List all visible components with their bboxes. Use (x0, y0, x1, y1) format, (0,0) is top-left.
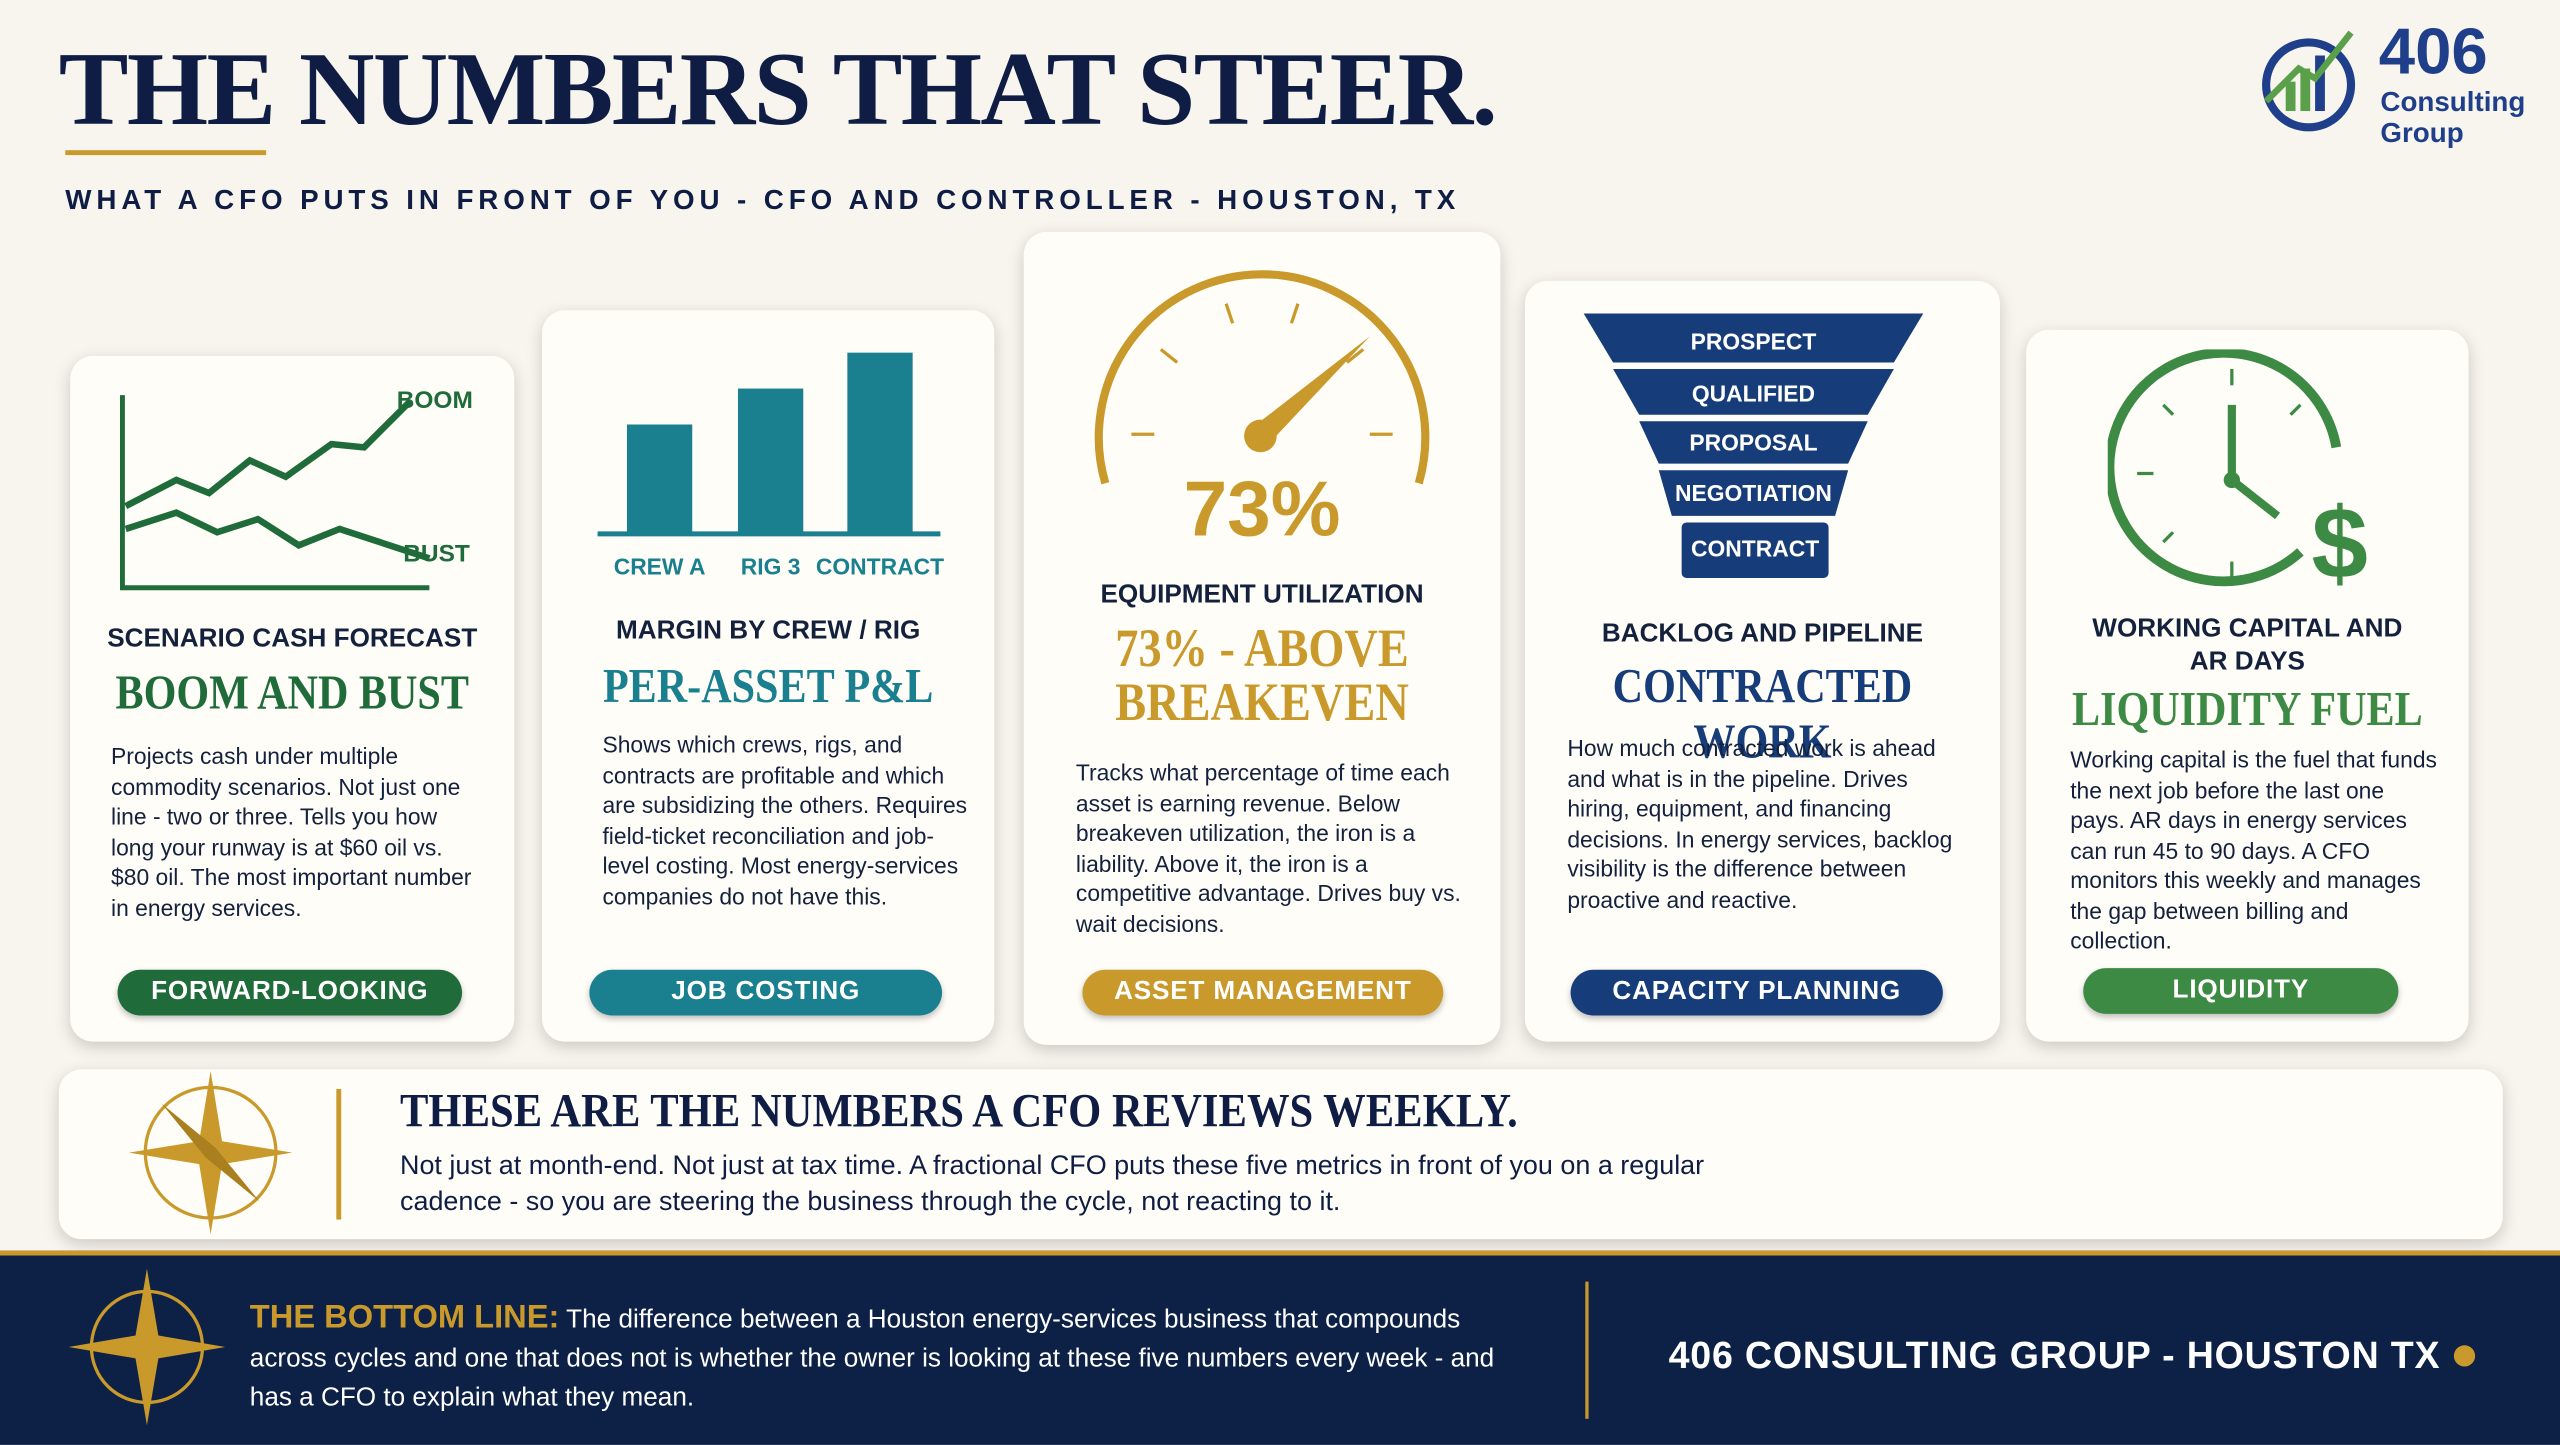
icon-label: BOOM (397, 387, 473, 414)
dollar-icon: $ (2311, 487, 2367, 594)
footer-label: THE BOTTOM LINE: (249, 1299, 560, 1336)
funnel-label: CONTRACT (1691, 536, 1819, 562)
card-category: BACKLOG AND PIPELINE (1601, 620, 1924, 649)
card-body: Shows which crews, rigs, and contracts a… (602, 731, 968, 909)
compass-icon (68, 1268, 226, 1426)
card: $ WORKING CAPITAL AND AR DAYS LIQUIDITY … (2026, 329, 2469, 1042)
card-headline: 73% - ABOVE BREAKEVEN (1115, 620, 1409, 734)
card-tag: CAPACITY PLANNING (1570, 969, 1943, 1016)
card-headline: CONTRACTED WORK (1612, 659, 1913, 769)
card-headline: PER-ASSET P&L (602, 659, 934, 714)
compass-icon (128, 1071, 293, 1235)
card-tag: LIQUIDITY (2083, 968, 2399, 1014)
footer-brand: 406 CONSULTING GROUP - HOUSTON TX (1668, 1333, 2441, 1377)
logo-suffix: Group (2380, 117, 2464, 149)
card: BOOM BUST SCENARIO CASH FORECAST BOOM AN… (70, 355, 515, 1042)
brand-dot (2453, 1345, 2476, 1367)
card-category: MARGIN BY CREW / RIG (616, 617, 921, 645)
title: THE NUMBERS THAT STEER. (58, 31, 1498, 147)
card-icon: CREW A RIG 3 CONTRACT (597, 352, 944, 580)
card-headline: LIQUIDITY FUEL (2071, 682, 2423, 737)
card: 73% EQUIPMENT UTILIZATION 73% - ABOVE BR… (1023, 231, 1501, 1045)
card-body: How much contracted work is ahead and wh… (1567, 734, 1953, 912)
callout-title: THESE ARE THE NUMBERS A CFO REVIEWS WEEK… (399, 1085, 1518, 1138)
card-category: EQUIPMENT UTILIZATION (1100, 581, 1424, 609)
card-icon: PROSPECT QUALIFIED PROPOSAL NEGOTIATION … (1583, 313, 1924, 578)
footer-text-block: THE BOTTOM LINE: The difference between … (250, 1298, 1540, 1419)
card-category: WORKING CAPITAL AND AR DAYS (2092, 615, 2403, 676)
card-icon: $ (2107, 349, 2368, 594)
card-tag: JOB COSTING (589, 969, 943, 1016)
icon-label: RIG 3 (741, 554, 801, 580)
funnel-label: PROSPECT (1691, 328, 1817, 354)
card: PROSPECT QUALIFIED PROPOSAL NEGOTIATION … (1524, 280, 2000, 1042)
icon-label: CONTRACT (816, 554, 944, 580)
card-body: Projects cash under multiple commodity s… (111, 742, 472, 920)
logo-name: Consulting (2380, 86, 2526, 118)
icon-label: BUST (403, 541, 470, 568)
logo-number: 406 (2378, 16, 2488, 89)
card-icon: BOOM BUST (119, 387, 473, 591)
card-tag: FORWARD-LOOKING (117, 969, 463, 1016)
footer: THE BOTTOM LINE: The difference between … (0, 1250, 2560, 1445)
card-body: Working capital is the fuel that funds t… (2070, 746, 2437, 954)
card-category: SCENARIO CASH FORECAST (107, 625, 478, 654)
title-rule (65, 150, 267, 156)
card-body: Tracks what percentage of time each asse… (1075, 759, 1461, 937)
icon-label: CREW A (614, 554, 706, 580)
divider (336, 1088, 342, 1220)
subtitle: WHAT A CFO PUTS IN FRONT OF YOU - CFO AN… (65, 184, 1461, 216)
card: CREW A RIG 3 CONTRACT MARGIN BY CREW / R… (542, 310, 995, 1042)
funnel-label: NEGOTIATION (1675, 480, 1832, 506)
funnel-label: QUALIFIED (1692, 381, 1815, 407)
card-headline: BOOM AND BUST (115, 666, 469, 720)
funnel-label: PROPOSAL (1689, 430, 1817, 456)
card-icon: 73% (1094, 270, 1430, 553)
callout: THESE ARE THE NUMBERS A CFO REVIEWS WEEK… (58, 1069, 2503, 1240)
logo-mark (2262, 30, 2356, 132)
divider (1585, 1281, 1589, 1419)
callout-body: Not just at month-end. Not just at tax t… (399, 1151, 1705, 1217)
footer-text: The difference between a Houston energy-… (249, 1306, 1495, 1413)
icon-label: 73% (1184, 465, 1341, 553)
card-tag: ASSET MANAGEMENT (1082, 969, 1444, 1016)
